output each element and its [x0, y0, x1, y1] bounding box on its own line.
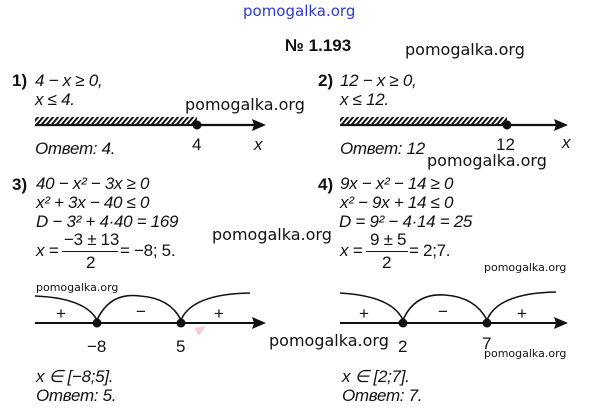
p3-sign-2: − [136, 302, 146, 321]
p1-point [192, 120, 202, 130]
p4-fraction-bar [366, 251, 408, 253]
p3-arrow-icon [252, 317, 266, 329]
p4-line-3: D = 9² − 4·14 = 25 [339, 212, 473, 231]
p1-line-2: x ≤ 4. [35, 90, 75, 109]
p2-point [502, 120, 512, 130]
p2-line-1: 12 − x ≥ 0, [340, 71, 417, 90]
p2-line-2: x ≤ 12. [340, 90, 389, 109]
p1-number-line [35, 117, 266, 131]
p3-parabola-arc-right [180, 292, 251, 321]
p3-interval: x ∈ [−8;5]. [36, 367, 114, 386]
p4-point-1-dot [398, 318, 408, 328]
p4-sign-1: + [359, 304, 369, 323]
p3-fraction-denominator: 2 [86, 253, 96, 272]
p4-number-line [339, 291, 568, 329]
p2-hatching [340, 117, 507, 125]
p4-sign-3: + [517, 304, 527, 323]
p2-axis-label: x [562, 133, 571, 152]
p4-fraction-denominator: 2 [382, 253, 392, 272]
p3-sign-1: + [56, 304, 66, 323]
p3-number-line [34, 292, 266, 336]
watermark: pomogalka.org [269, 331, 389, 350]
p4-parabola-arc-right [486, 291, 557, 321]
p3-fraction-bar [62, 251, 118, 253]
p3-x-result: = −8; 5. [120, 241, 176, 260]
watermark: pomogalka.org [427, 151, 547, 170]
p3-point-2-dot [176, 318, 186, 328]
p1-point-label: 4 [192, 135, 202, 154]
p4-line-2: x² − 9x + 14 ≤ 0 [340, 193, 454, 212]
p3-sign-3: + [214, 304, 224, 323]
p4-interval: x ∈ [2;7]. [342, 367, 410, 386]
p4-sign-2: − [438, 302, 448, 321]
p4-point-2: 7 [482, 334, 492, 353]
p2-point-label: 12 [496, 135, 515, 154]
p2-number-line [340, 117, 568, 131]
watermark: pomogalka.org [484, 347, 567, 360]
p3-line-2: x² + 3x − 40 ≤ 0 [36, 193, 150, 212]
p3-fraction-numerator: −3 ± 13 [64, 230, 119, 249]
p4-parabola-arc-middle [402, 294, 488, 321]
p3-answer: Ответ: 5. [36, 386, 117, 405]
p3-point-1: −8 [87, 337, 107, 356]
p1-arrow-icon [252, 119, 266, 131]
p4-arrow-icon [554, 317, 568, 329]
p4-point-1: 2 [398, 337, 408, 356]
p2-number: 2) [318, 71, 334, 90]
p4-number: 4) [318, 175, 334, 194]
p3-line-1: 40 − x² − 3x ≥ 0 [36, 174, 150, 193]
watermark: pomogalka.org [484, 261, 567, 274]
p4-x-prefix: x = [340, 241, 363, 260]
watermark: pomogalka.org [212, 225, 332, 244]
p3-x-prefix: x = [36, 241, 59, 260]
p4-answer: Ответ: 7. [342, 386, 423, 405]
watermark: pomogalka.org [36, 281, 119, 294]
p4-point-2-dot [482, 318, 492, 328]
p4-parabola-arc-left [339, 292, 404, 321]
watermark-top: pomogalka.org [243, 2, 356, 20]
p3-parabola-arc-middle [96, 294, 182, 321]
p1-answer: Ответ: 4. [35, 139, 116, 158]
p1-axis-label: x [254, 135, 263, 154]
p4-fraction-numerator: 9 ± 5 [370, 230, 407, 249]
p3-line-3: D − 3² + 4·40 = 169 [36, 212, 179, 231]
p3-number: 3) [12, 175, 28, 194]
watermark: pomogalka.org [185, 95, 305, 114]
p3-parabola-arc-left [34, 295, 98, 321]
p3-point-1-dot [92, 318, 102, 328]
p2-arrow-icon [554, 119, 568, 131]
problem-title: № 1.193 [285, 36, 352, 55]
p3-point-2: 5 [176, 337, 186, 356]
p1-line-1: 4 − x ≥ 0, [35, 71, 103, 90]
p4-x-result: = 2;7. [409, 241, 451, 260]
watermark: pomogalka.org [405, 40, 525, 59]
p1-hatching [35, 117, 197, 125]
p2-answer: Ответ: 12 [340, 139, 425, 158]
p4-line-1: 9x − x² − 14 ≥ 0 [340, 174, 454, 193]
p1-number: 1) [12, 71, 28, 90]
